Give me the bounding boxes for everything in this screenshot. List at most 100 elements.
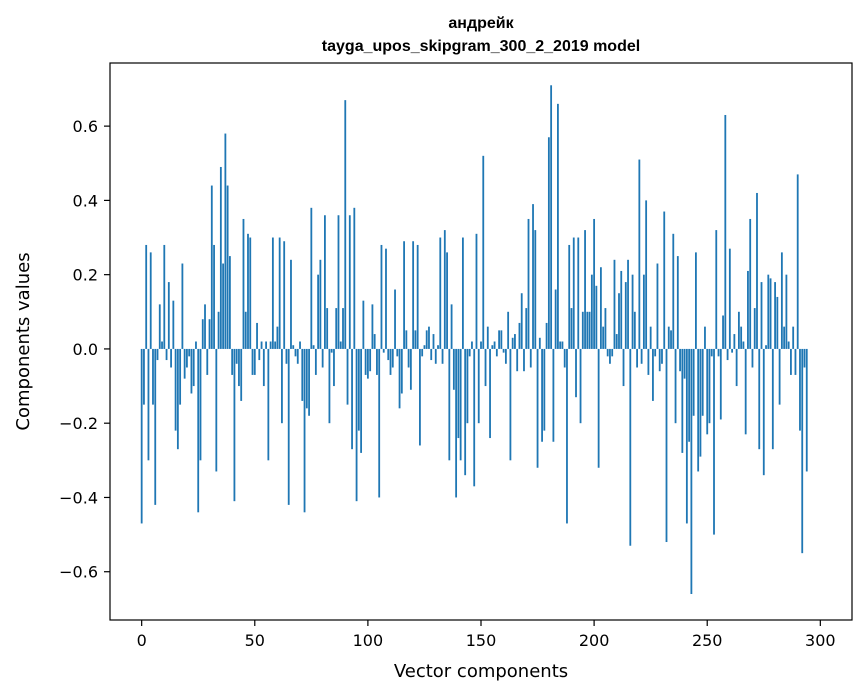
bar-163: [509, 348, 512, 461]
bar-279: [771, 348, 774, 450]
bar-234: [670, 330, 672, 349]
bar-170: [525, 308, 528, 349]
bar-237: [676, 256, 679, 349]
bar-168: [520, 293, 523, 349]
bar-253: [713, 348, 715, 535]
bar-76: [312, 345, 315, 349]
bar-122: [416, 244, 419, 349]
bar-65: [287, 348, 290, 505]
bar-20: [186, 348, 188, 368]
bar-231: [663, 211, 666, 349]
bar-14: [172, 300, 175, 349]
bar-214: [624, 282, 627, 349]
bar-223: [645, 200, 648, 349]
bar-15: [174, 348, 177, 431]
bar-101: [369, 348, 372, 372]
chart-title: андрейк: [448, 15, 514, 32]
bar-97: [360, 348, 363, 453]
bar-1: [143, 348, 145, 405]
bar-87: [337, 215, 340, 349]
bar-239: [681, 348, 684, 453]
bar-291: [799, 348, 801, 431]
bar-114: [398, 348, 401, 409]
bar-27: [201, 319, 204, 349]
bar-286: [787, 341, 790, 349]
bar-172: [529, 348, 532, 368]
bar-195: [581, 311, 584, 349]
bar-7: [156, 348, 159, 361]
bar-154: [489, 348, 491, 439]
bar-273: [758, 348, 761, 450]
bar-86: [335, 308, 338, 349]
bar-278: [769, 278, 772, 349]
bar-197: [586, 311, 589, 349]
bar-62: [281, 348, 283, 424]
bar-269: [749, 218, 752, 349]
bar-211: [618, 293, 620, 349]
bar-6: [154, 348, 157, 505]
bar-184: [557, 103, 559, 349]
bar-236: [674, 348, 677, 424]
bar-138: [452, 348, 455, 390]
bar-176: [538, 337, 541, 349]
bar-95: [355, 348, 358, 502]
bar-209: [613, 259, 616, 349]
bar-70: [299, 341, 301, 349]
bar-75: [310, 207, 313, 349]
bar-22: [190, 348, 193, 394]
bar-206: [606, 348, 609, 357]
bar-29: [206, 348, 209, 375]
bar-248: [701, 348, 704, 416]
bar-265: [740, 326, 743, 349]
y-tick-label: 0.6: [73, 117, 98, 136]
bar-151: [482, 155, 485, 349]
bar-125: [423, 345, 426, 349]
bar-169: [523, 348, 525, 372]
bar-51: [256, 322, 258, 349]
bar-121: [414, 330, 417, 349]
bar-44: [240, 348, 243, 401]
bar-135: [446, 252, 448, 349]
bar-192: [575, 348, 577, 398]
bar-263: [735, 348, 738, 387]
x-tick-label: 200: [579, 631, 610, 650]
bar-94: [353, 207, 356, 349]
bar-277: [767, 274, 770, 349]
x-tick-label: 100: [353, 631, 384, 650]
bar-282: [778, 348, 781, 405]
bar-241: [685, 348, 688, 524]
bar-222: [642, 274, 645, 349]
bar-78: [317, 274, 320, 349]
bar-233: [667, 326, 670, 349]
bar-246: [697, 348, 700, 472]
bar-24: [195, 341, 197, 349]
bar-272: [756, 192, 758, 349]
bar-141: [459, 348, 462, 461]
bar-201: [595, 285, 598, 349]
bar-55: [265, 341, 267, 349]
bar-268: [747, 270, 749, 349]
bar-208: [611, 348, 614, 357]
bar-53: [260, 341, 263, 349]
bar-16: [176, 348, 179, 450]
bar-49: [251, 348, 254, 375]
bar-266: [742, 341, 745, 349]
bar-130: [434, 348, 437, 364]
bar-262: [733, 334, 736, 349]
bar-46: [244, 311, 247, 349]
bar-189: [568, 244, 571, 349]
bar-31: [210, 185, 213, 349]
bar-217: [631, 274, 634, 349]
bar-4: [149, 252, 152, 349]
bar-3: [147, 348, 150, 461]
bar-160: [502, 348, 505, 353]
bar-194: [579, 348, 582, 424]
bar-82: [326, 308, 329, 349]
bar-285: [785, 274, 788, 349]
bar-179: [545, 322, 548, 349]
bar-152: [484, 348, 487, 387]
bar-115: [400, 348, 403, 394]
bar-293: [803, 348, 806, 368]
bar-250: [706, 348, 709, 435]
